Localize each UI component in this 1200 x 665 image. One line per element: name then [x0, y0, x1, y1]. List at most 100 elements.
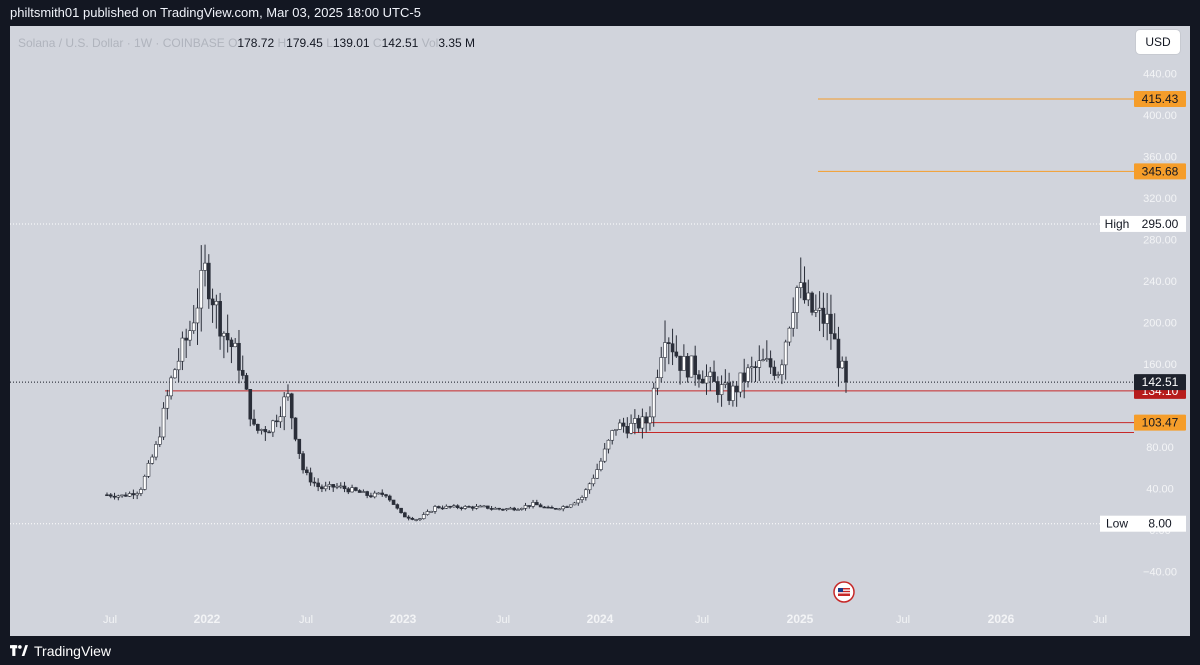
candle[interactable]	[127, 491, 132, 498]
candle[interactable]	[806, 279, 811, 307]
candle[interactable]	[633, 409, 637, 435]
candle[interactable]	[704, 364, 709, 395]
candle[interactable]	[470, 505, 475, 511]
candle[interactable]	[350, 484, 354, 493]
candle[interactable]	[316, 478, 320, 492]
candle[interactable]	[207, 254, 211, 309]
candle[interactable]	[731, 380, 735, 407]
candle[interactable]	[421, 512, 426, 520]
candle[interactable]	[836, 326, 841, 387]
candle[interactable]	[584, 488, 588, 501]
candle[interactable]	[798, 257, 803, 299]
candle[interactable]	[180, 331, 185, 371]
candle[interactable]	[674, 335, 679, 358]
candle[interactable]	[214, 294, 219, 329]
candle[interactable]	[436, 505, 441, 509]
candle[interactable]	[648, 406, 652, 431]
candle[interactable]	[832, 313, 837, 340]
candle[interactable]	[814, 294, 818, 318]
candle[interactable]	[410, 516, 415, 521]
candle[interactable]	[780, 359, 784, 385]
candle[interactable]	[218, 292, 222, 350]
candle[interactable]	[195, 288, 200, 345]
level-badge[interactable]: 103.47	[1134, 414, 1186, 431]
candle[interactable]	[233, 338, 237, 348]
chart-area[interactable]: 440.00 400.00 360.00 320.00 280.00 240.00 200.…	[10, 26, 1190, 636]
candle[interactable]	[783, 339, 788, 380]
candle[interactable]	[610, 429, 615, 445]
candle[interactable]	[229, 337, 234, 364]
candle[interactable]	[157, 426, 162, 447]
candle[interactable]	[844, 356, 848, 393]
candle[interactable]	[429, 510, 434, 513]
candle[interactable]	[716, 376, 720, 403]
candle[interactable]	[338, 482, 343, 489]
candle[interactable]	[440, 505, 445, 510]
candle[interactable]	[746, 364, 750, 388]
candle[interactable]	[636, 414, 641, 433]
candle[interactable]	[501, 508, 505, 512]
candle[interactable]	[346, 487, 351, 495]
candle[interactable]	[572, 501, 577, 506]
candle[interactable]	[535, 499, 539, 506]
candle[interactable]	[169, 375, 173, 400]
candle[interactable]	[817, 291, 822, 332]
candle[interactable]	[459, 506, 464, 511]
candle[interactable]	[553, 507, 558, 510]
candle[interactable]	[467, 505, 471, 508]
candle[interactable]	[689, 355, 694, 378]
candle[interactable]	[708, 366, 713, 392]
candle[interactable]	[278, 406, 283, 428]
candle[interactable]	[504, 508, 509, 512]
candle[interactable]	[727, 372, 731, 406]
candle[interactable]	[497, 507, 501, 511]
candle[interactable]	[512, 506, 517, 512]
candle[interactable]	[286, 384, 290, 401]
candle[interactable]	[527, 505, 532, 509]
candle[interactable]	[327, 481, 332, 491]
candle[interactable]	[293, 417, 298, 442]
candle[interactable]	[444, 504, 449, 509]
candle[interactable]	[357, 489, 362, 493]
candle[interactable]	[222, 331, 226, 359]
candle[interactable]	[263, 426, 268, 441]
candle[interactable]	[259, 428, 264, 435]
candle[interactable]	[561, 505, 566, 512]
candle[interactable]	[474, 504, 479, 510]
candle[interactable]	[463, 505, 467, 510]
candle[interactable]	[154, 441, 158, 461]
candle[interactable]	[297, 438, 302, 459]
candle[interactable]	[617, 419, 622, 430]
candle[interactable]	[478, 504, 483, 508]
candle[interactable]	[791, 297, 796, 337]
candle[interactable]	[580, 495, 584, 503]
candle[interactable]	[576, 498, 581, 506]
candle[interactable]	[331, 484, 336, 492]
candle[interactable]	[802, 266, 807, 304]
candle[interactable]	[663, 320, 667, 372]
candle[interactable]	[753, 361, 758, 383]
level-badge[interactable]: 345.68	[1134, 163, 1186, 180]
candle[interactable]	[519, 507, 524, 511]
candle[interactable]	[131, 489, 136, 500]
candle[interactable]	[237, 329, 241, 384]
candle[interactable]	[599, 457, 603, 472]
candle[interactable]	[761, 348, 765, 362]
candle[interactable]	[493, 506, 498, 510]
candle[interactable]	[651, 382, 656, 427]
candle[interactable]	[380, 489, 385, 497]
candle[interactable]	[395, 503, 400, 510]
candle[interactable]	[659, 346, 664, 383]
candle[interactable]	[568, 504, 573, 509]
candle[interactable]	[595, 463, 599, 479]
candle[interactable]	[508, 506, 513, 510]
candle[interactable]	[342, 481, 347, 493]
candle[interactable]	[685, 353, 690, 383]
candle[interactable]	[719, 375, 724, 407]
candle[interactable]	[765, 340, 769, 362]
candle[interactable]	[776, 371, 780, 379]
tradingview-brand[interactable]: TradingView	[10, 643, 111, 659]
candle[interactable]	[225, 314, 230, 353]
candle[interactable]	[433, 504, 437, 514]
candle[interactable]	[523, 502, 528, 511]
